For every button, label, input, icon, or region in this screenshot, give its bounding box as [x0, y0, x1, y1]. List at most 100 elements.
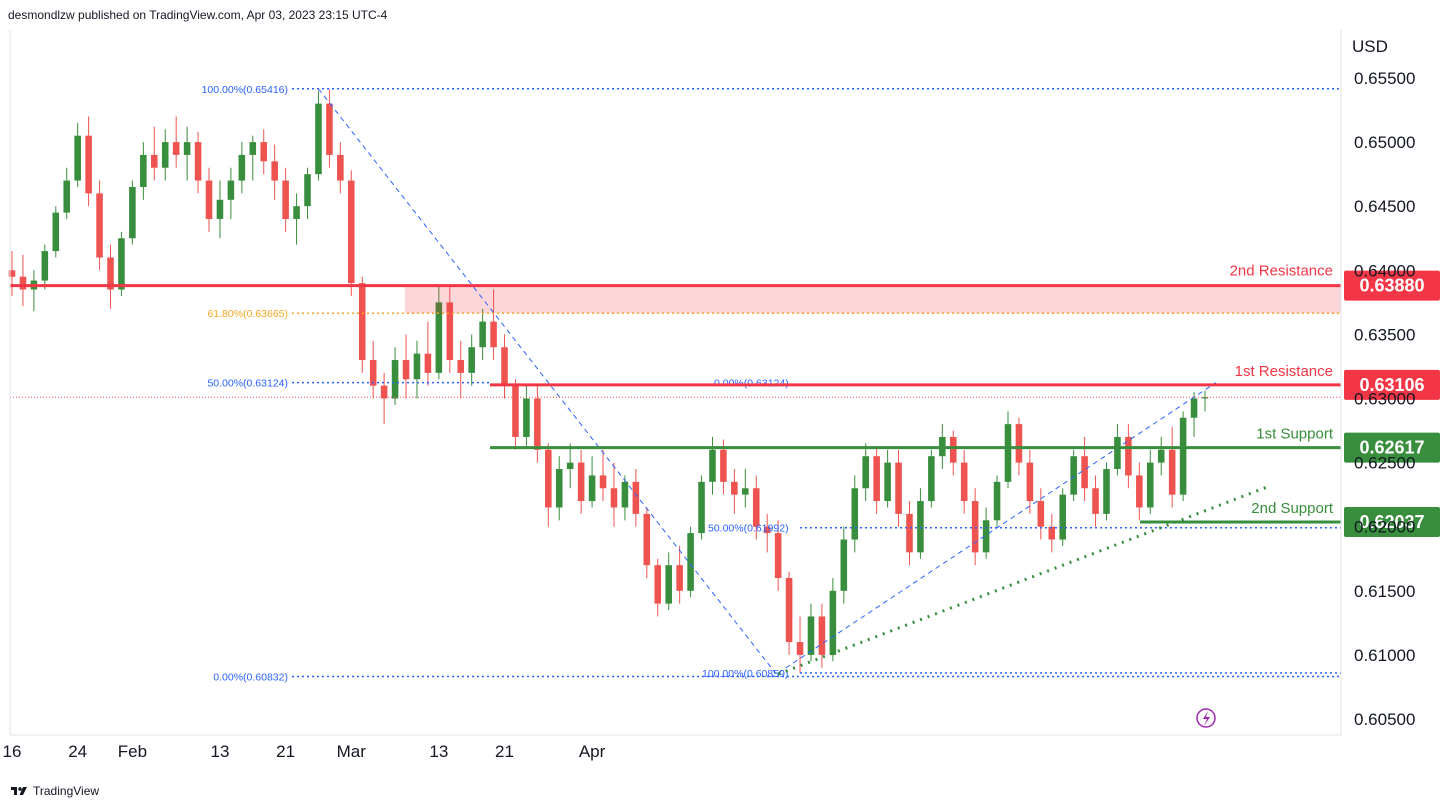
candle-body: [687, 533, 694, 591]
candle-body: [676, 565, 683, 591]
candle-body: [326, 103, 333, 155]
candle-body: [906, 513, 913, 553]
fib-label: 50.00%(0.63124): [207, 378, 288, 390]
axis-layer: 0.63880 0.63106 0.62617 0.62037 USD 0.65500 0.…: [3, 30, 1440, 761]
time-tick-label: Mar: [337, 742, 367, 761]
candle-body: [829, 590, 837, 655]
price-tick-label: 0.65000: [1354, 133, 1415, 152]
candle-body: [665, 565, 672, 604]
price-tick-label: 0.65500: [1354, 69, 1415, 88]
candle-body: [1179, 417, 1187, 495]
candle-body: [227, 180, 235, 200]
candle-body: [785, 577, 793, 643]
candle-body: [1146, 462, 1154, 508]
candle-body: [161, 142, 169, 168]
publisher-header: desmondlzw published on TradingView.com,…: [8, 8, 388, 22]
candle-body: [1190, 398, 1198, 418]
lightning-bolt-icon: [1203, 711, 1210, 726]
level-price-badge-text: 0.63106: [1359, 375, 1424, 395]
level-price-badge: [1344, 432, 1440, 463]
level-label: 1st Support: [1256, 426, 1334, 443]
level-price-badge: [1344, 506, 1440, 537]
candle-body: [928, 456, 935, 502]
candle-body: [1125, 436, 1132, 476]
candle-body: [512, 385, 519, 437]
fib-label: 100.00%(0.65416): [202, 84, 288, 96]
candle-body: [337, 154, 344, 181]
candle-body: [129, 186, 136, 239]
price-tick-label: 0.64500: [1354, 197, 1415, 216]
price-tick-label: 0.63000: [1354, 390, 1415, 409]
candle-body: [752, 488, 760, 527]
candle-body: [588, 475, 596, 502]
overlay-layer: 100.00%(0.65416) 61.80%(0.63665) 50.00%(0.…: [10, 84, 1341, 683]
candle-body: [348, 180, 355, 284]
fib-label: 50.00%(0.61992): [708, 523, 789, 535]
level-price-badge: [1344, 369, 1440, 400]
candle-body: [205, 180, 213, 220]
candle-body: [884, 462, 891, 502]
candle-body: [358, 283, 366, 361]
candle-body: [446, 302, 454, 361]
level-price-badge-text: 0.63880: [1359, 276, 1424, 296]
price-tick-label: 0.62000: [1354, 518, 1415, 537]
tradingview-brand: TradingView: [33, 784, 100, 798]
time-tick-label: 16: [3, 742, 22, 761]
candle-body: [85, 135, 92, 194]
candle-body: [380, 385, 388, 399]
candle-body: [194, 142, 202, 181]
level-label: 2nd Resistance: [1230, 263, 1333, 280]
time-tick-label: 21: [495, 742, 514, 761]
candle-body: [1037, 501, 1045, 527]
candle-body: [1136, 475, 1143, 508]
candle-body: [63, 180, 71, 213]
candle-body: [862, 456, 869, 489]
candle-body: [599, 475, 607, 489]
fib-label: 61.80%(0.63665): [207, 308, 288, 320]
candle-body: [1114, 436, 1121, 470]
candle-body: [369, 360, 377, 386]
candle-body: [74, 135, 81, 181]
candle-body: [402, 360, 410, 380]
level-price-badge: [1344, 270, 1440, 301]
price-tick-label: 0.60500: [1354, 710, 1415, 729]
level-label: 2nd Support: [1251, 500, 1334, 517]
tradingview-logo-icon: [11, 787, 27, 795]
candle-body: [1026, 462, 1034, 502]
candle-body: [534, 398, 541, 450]
resistance-zone: [405, 285, 1341, 314]
price-tick-label: 0.62500: [1354, 454, 1415, 473]
candle-body: [818, 616, 826, 655]
candle-body: [895, 462, 902, 514]
candle-body: [490, 321, 497, 348]
lightning-event-icon: [1196, 708, 1216, 728]
currency-label: USD: [1352, 37, 1388, 56]
candle-body: [1157, 449, 1165, 463]
candle-body: [457, 360, 465, 373]
tradingview-footer[interactable]: TradingView: [10, 784, 99, 798]
fib-label: 100.00%(0.60859): [702, 668, 788, 680]
candle-body: [982, 520, 990, 553]
candle-body: [238, 154, 246, 181]
candle-body: [555, 469, 563, 508]
candles-layer: [8, 89, 1209, 673]
candle-body: [621, 481, 629, 508]
candle-body: [698, 481, 705, 534]
candle-body: [107, 257, 114, 290]
candle-body: [1004, 424, 1012, 482]
candle-body: [1081, 456, 1088, 489]
candle-body: [260, 142, 268, 162]
candle-body: [282, 180, 289, 220]
candle-body: [1201, 397, 1209, 399]
fib-trend-line-up: [777, 382, 1217, 674]
candle-body: [654, 565, 662, 604]
candle-body: [118, 238, 125, 290]
time-tick-label: 21: [276, 742, 295, 761]
candle-body: [413, 353, 421, 380]
candle-body: [183, 142, 191, 155]
time-tick-label: Feb: [118, 742, 147, 761]
level-price-badge-text: 0.62617: [1359, 438, 1424, 458]
candle-body: [917, 501, 924, 553]
candle-body: [151, 154, 158, 168]
